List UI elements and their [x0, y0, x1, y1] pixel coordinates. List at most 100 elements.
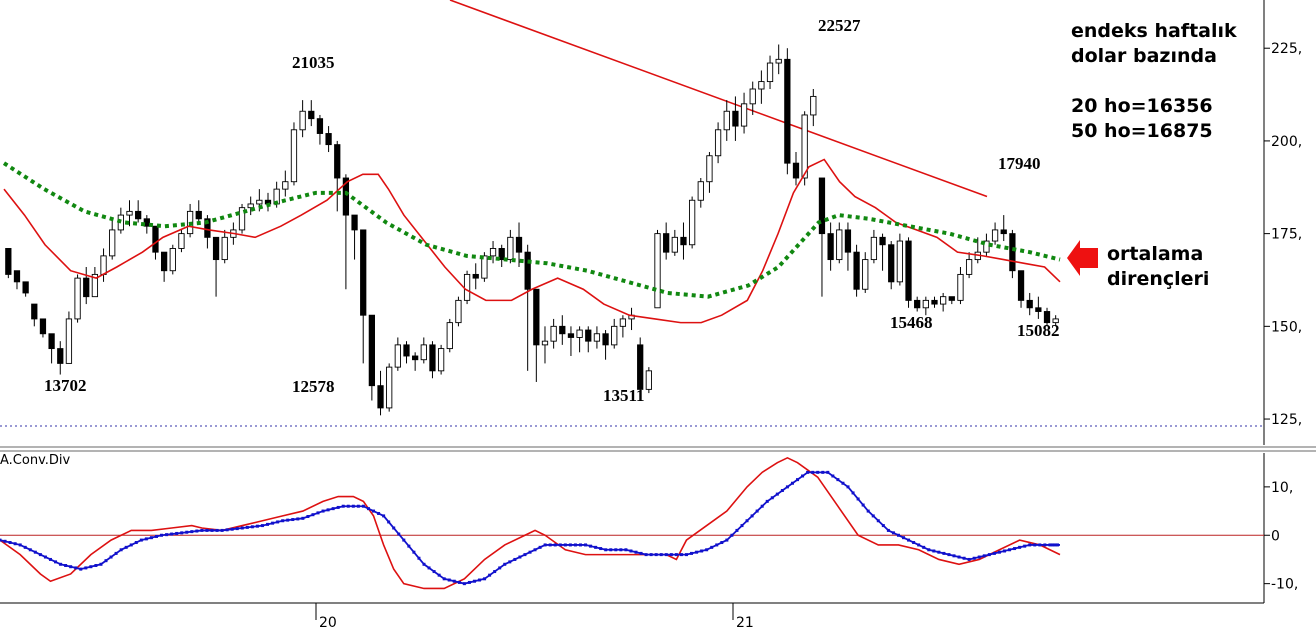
candle: [541, 326, 549, 364]
macd-signal-marker: [114, 551, 118, 555]
candle: [965, 252, 973, 279]
candle: [429, 341, 436, 379]
macd-signal-marker: [674, 553, 678, 557]
price-tick-label: 200,: [1271, 134, 1302, 150]
candle-body: [948, 296, 955, 301]
candle: [22, 281, 29, 297]
macd-signal-marker: [452, 579, 456, 583]
candle-body: [135, 210, 142, 220]
candle-body: [905, 240, 912, 301]
macd-signal-marker: [629, 549, 633, 553]
candle: [1026, 292, 1033, 316]
ma50-line: [2, 161, 1061, 299]
time-label-20: 20: [319, 615, 337, 630]
candle-body: [680, 236, 687, 246]
macd-signal-marker: [225, 528, 229, 532]
candle: [810, 89, 817, 127]
macd-signal-marker: [765, 499, 769, 503]
macd-signal-marker: [427, 566, 431, 570]
candle-body: [723, 110, 730, 131]
macd-signal-marker: [518, 555, 522, 559]
macd-signal-marker: [59, 562, 63, 566]
candle: [135, 200, 142, 223]
macd-signal-marker: [589, 544, 593, 548]
macd-signal-marker: [690, 551, 694, 555]
info-line-ma20: 20 ho=16356: [1071, 95, 1213, 117]
macd-signal-marker: [18, 543, 22, 547]
macd-signal-marker: [180, 531, 184, 535]
candle-body: [637, 344, 644, 390]
candle: [178, 229, 185, 253]
macd-signal-marker: [255, 524, 259, 528]
macd-signal-marker: [917, 543, 921, 547]
macd-signal-marker: [366, 507, 370, 511]
candle: [697, 178, 704, 208]
macd-signal-marker: [790, 481, 794, 485]
macd-signal-marker: [987, 553, 991, 557]
candle: [394, 337, 401, 371]
macd-signal-marker: [382, 514, 386, 518]
macd-signal-marker: [1028, 543, 1032, 547]
candle-body: [654, 233, 661, 309]
macd-signal-marker: [467, 580, 471, 584]
annotation-15082: 15082: [1017, 321, 1060, 340]
macd-signal-marker: [291, 518, 295, 522]
macd-signal-marker: [94, 564, 98, 567]
macd-signal-marker: [982, 554, 986, 558]
candle-body: [991, 229, 999, 242]
candle-body: [308, 110, 315, 120]
candle-body: [65, 318, 73, 364]
macd-signal-marker: [604, 548, 608, 552]
macd-signal-marker: [856, 497, 860, 501]
time-label-21: 21: [736, 615, 754, 630]
macd-signal-marker: [260, 524, 264, 528]
candle-body: [524, 251, 531, 290]
candle-body: [1026, 299, 1033, 309]
macd-signal-marker: [649, 553, 653, 557]
macd-signal-marker: [104, 559, 108, 563]
candle: [377, 370, 384, 416]
macd-signal-marker: [377, 511, 381, 515]
macd-signal-marker: [296, 517, 300, 521]
macd-signal-marker: [215, 528, 219, 532]
candle: [65, 311, 73, 364]
candle: [455, 296, 462, 327]
macd-signal-marker: [124, 545, 128, 549]
macd-signal-marker: [205, 528, 209, 532]
candle-body: [412, 355, 419, 361]
macd-signal-marker: [992, 551, 996, 555]
candle: [290, 122, 298, 186]
macd-signal-marker: [437, 573, 441, 577]
macd-signal-marker: [710, 545, 714, 549]
candle: [680, 222, 687, 260]
candle-body: [792, 162, 800, 179]
candle: [827, 222, 834, 271]
macd-signal-marker: [372, 509, 376, 513]
macd-signal-marker: [912, 541, 916, 545]
annotation-21035: 21035: [292, 53, 335, 72]
macd-signal-marker: [99, 562, 103, 566]
candle-body: [740, 103, 748, 127]
candle-body: [775, 58, 782, 64]
candle-body: [83, 277, 90, 298]
candle-body: [472, 273, 479, 279]
macd-signal-marker: [942, 551, 946, 555]
candle-body: [940, 296, 947, 305]
indicator-title: A.Conv.Div: [0, 453, 71, 468]
macd-signal-marker: [952, 554, 956, 558]
candle-body: [714, 129, 722, 157]
candle-body: [827, 233, 834, 261]
candle-body: [282, 181, 289, 190]
candle: [238, 203, 246, 234]
macd-panel: -10, 0 10,: [0, 453, 1298, 603]
price-tick-label: 150,: [1271, 319, 1302, 335]
candle-body: [758, 81, 765, 90]
macd-signal-marker: [422, 562, 426, 566]
time-axis: 20 21: [0, 602, 1264, 630]
candle-body: [688, 199, 696, 246]
macd-signal-marker: [801, 474, 805, 478]
macd-signal-marker: [160, 533, 164, 537]
candle: [1052, 315, 1059, 327]
macd-signal-marker: [740, 524, 744, 528]
candle-body: [533, 288, 540, 346]
